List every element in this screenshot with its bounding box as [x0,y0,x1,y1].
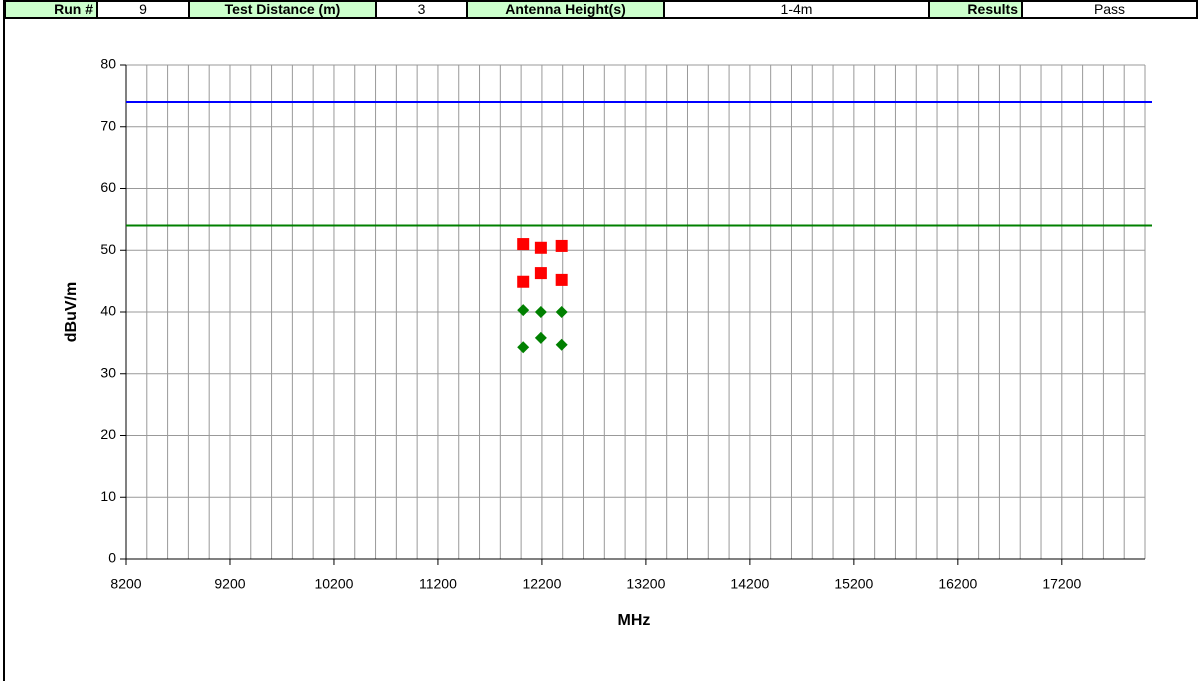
y-tick-label: 30 [100,364,116,380]
x-tick-label: 8200 [110,576,141,592]
marker [534,267,547,280]
field-value: Pass [1021,0,1198,19]
marker [555,239,568,252]
marker [534,306,547,318]
y-axis-title: dBuV/m [63,282,80,342]
field-label: Antenna Height(s) [466,0,665,19]
marker [555,273,568,286]
x-tick-label: 10200 [314,576,353,592]
x-tick-label: 15200 [834,576,873,592]
field-value: 1-4m [663,0,930,19]
x-tick-label: 13200 [626,576,665,592]
marker [517,275,530,288]
marker [555,306,568,318]
x-tick-label: 9200 [214,576,245,592]
marker [517,238,530,251]
y-tick-label: 60 [100,179,116,195]
field-label: Run # [4,0,98,19]
y-tick-label: 80 [100,56,116,72]
field-label: Test Distance (m) [188,0,377,19]
marker [534,331,547,344]
x-tick-label: 14200 [730,576,769,592]
y-tick-label: 10 [100,488,116,504]
y-tick-label: 20 [100,426,116,442]
marker [517,304,530,317]
marker [555,338,568,351]
field-value: 9 [96,0,190,19]
x-tick-label: 11200 [419,576,457,592]
y-tick-label: 40 [100,303,116,319]
x-tick-label: 16200 [938,576,977,592]
header-row: Run #9 Test Distance (m) 3 Antenna Height(s… [4,0,1198,19]
x-tick-label: 17200 [1042,576,1081,592]
marker [534,241,547,254]
y-tick-label: 70 [100,117,116,133]
field-label: Results [928,0,1023,19]
x-tick-label: 12200 [522,576,561,592]
y-tick-label: 0 [108,550,116,566]
y-tick-label: 50 [100,241,116,257]
field-value: 3 [375,0,468,19]
x-axis-title: MHz [618,612,651,629]
marker [517,341,530,354]
header-table: Run #9 Test Distance (m) 3 Antenna Height(s… [4,0,1198,19]
